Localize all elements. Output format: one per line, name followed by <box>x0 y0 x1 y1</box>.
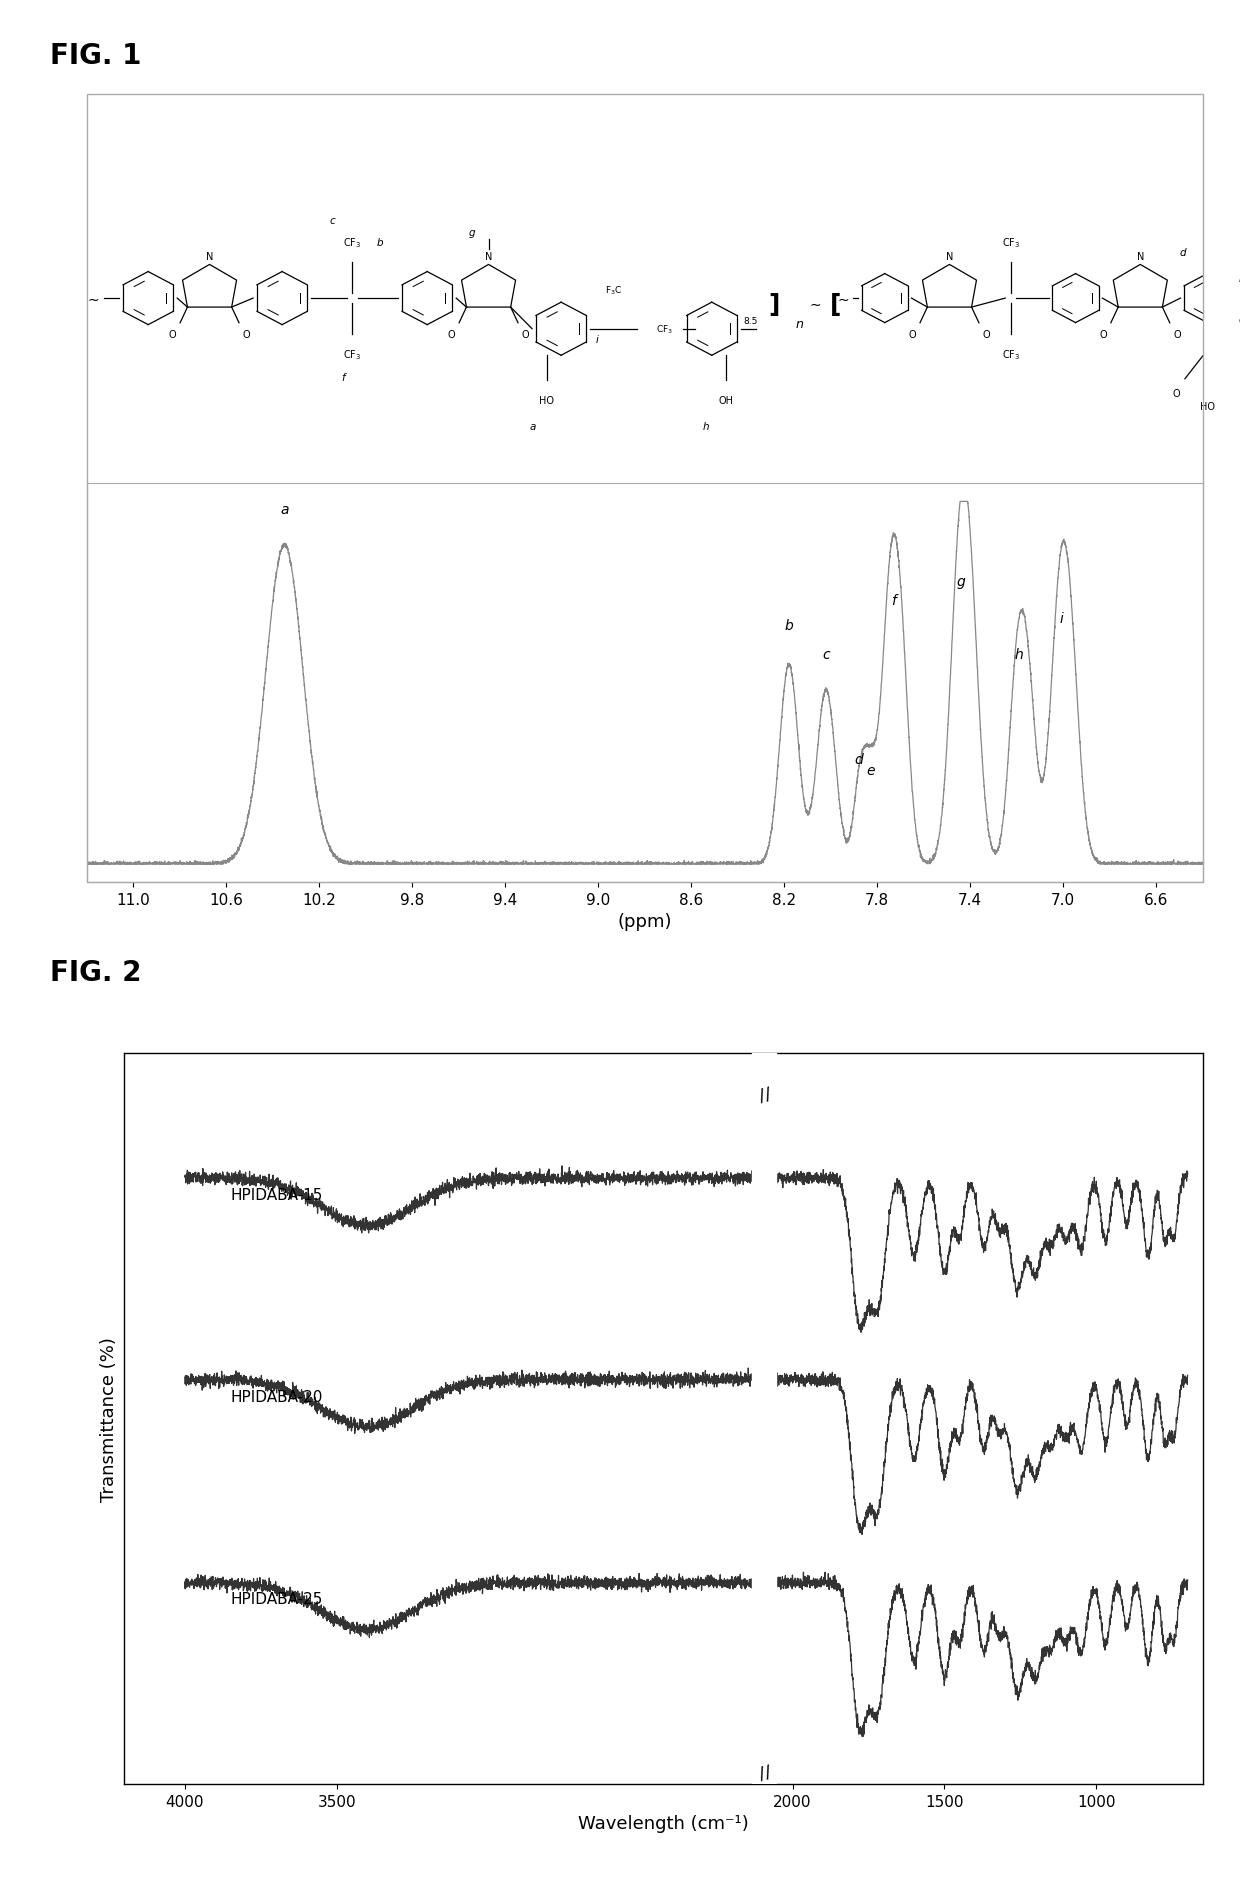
Text: h: h <box>1014 647 1023 662</box>
Text: FIG. 2: FIG. 2 <box>50 958 141 987</box>
Text: a: a <box>529 421 537 431</box>
Text: c: c <box>330 216 335 226</box>
Bar <box>751 1023 776 1796</box>
Text: $\mathbf{]}$: $\mathbf{]}$ <box>768 290 779 317</box>
Text: c: c <box>822 647 830 662</box>
Text: g: g <box>469 228 475 237</box>
Text: O: O <box>243 330 250 340</box>
Text: //: // <box>756 1761 774 1782</box>
X-axis label: Wavelength (cm⁻¹): Wavelength (cm⁻¹) <box>578 1814 749 1832</box>
Text: O: O <box>982 330 990 340</box>
Y-axis label: Transmittance (%): Transmittance (%) <box>100 1336 119 1501</box>
Text: O: O <box>1100 330 1107 340</box>
Text: d: d <box>854 754 863 767</box>
Text: N: N <box>206 252 213 262</box>
Text: HPIDABA-15: HPIDABA-15 <box>231 1186 322 1201</box>
Text: f: f <box>892 594 897 607</box>
Text: O: O <box>522 330 529 340</box>
Text: CF$_3$: CF$_3$ <box>1002 347 1021 363</box>
Text: N: N <box>485 252 492 262</box>
Text: //: // <box>756 1084 774 1105</box>
Text: HPIDABA-25: HPIDABA-25 <box>231 1591 322 1606</box>
Text: i: i <box>595 334 599 345</box>
Text: b: b <box>377 237 383 249</box>
Text: e: e <box>1239 315 1240 325</box>
Text: N: N <box>1137 252 1145 262</box>
Text: O: O <box>1172 389 1179 399</box>
X-axis label: (ppm): (ppm) <box>618 913 672 930</box>
Text: HO: HO <box>1200 402 1215 412</box>
Text: g: g <box>956 575 966 588</box>
Text: a: a <box>280 503 289 516</box>
Text: N: N <box>946 252 954 262</box>
Text: OH: OH <box>719 397 734 406</box>
Text: CF$_3$: CF$_3$ <box>343 347 362 363</box>
Text: $\mathbf{[}$: $\mathbf{[}$ <box>828 290 841 317</box>
Text: O: O <box>448 330 455 340</box>
Text: HO: HO <box>539 397 554 406</box>
Text: CF$_3$: CF$_3$ <box>656 323 673 336</box>
Text: $\sim$: $\sim$ <box>807 298 822 311</box>
Text: HPIDABA-20: HPIDABA-20 <box>231 1389 322 1405</box>
Text: FIG. 1: FIG. 1 <box>50 42 141 70</box>
Text: d: d <box>1179 249 1185 258</box>
Text: i: i <box>1059 611 1063 624</box>
Text: F$_3$C: F$_3$C <box>605 285 622 296</box>
Text: i,5: i,5 <box>1239 273 1240 283</box>
Text: $\sim$: $\sim$ <box>835 292 849 306</box>
Text: CF$_3$: CF$_3$ <box>343 235 362 251</box>
Text: b: b <box>785 619 794 632</box>
Text: O: O <box>909 330 916 340</box>
Text: O: O <box>169 330 176 340</box>
Text: f: f <box>342 372 345 381</box>
Text: //: // <box>756 1761 774 1782</box>
Text: n: n <box>796 319 804 330</box>
Text: O: O <box>1173 330 1180 340</box>
Text: CF$_3$: CF$_3$ <box>1002 235 1021 251</box>
Text: h: h <box>703 421 709 431</box>
Text: 8.5: 8.5 <box>743 317 758 326</box>
Text: //: // <box>756 1084 774 1105</box>
Text: e: e <box>866 763 874 778</box>
Text: $\sim$: $\sim$ <box>86 292 99 306</box>
